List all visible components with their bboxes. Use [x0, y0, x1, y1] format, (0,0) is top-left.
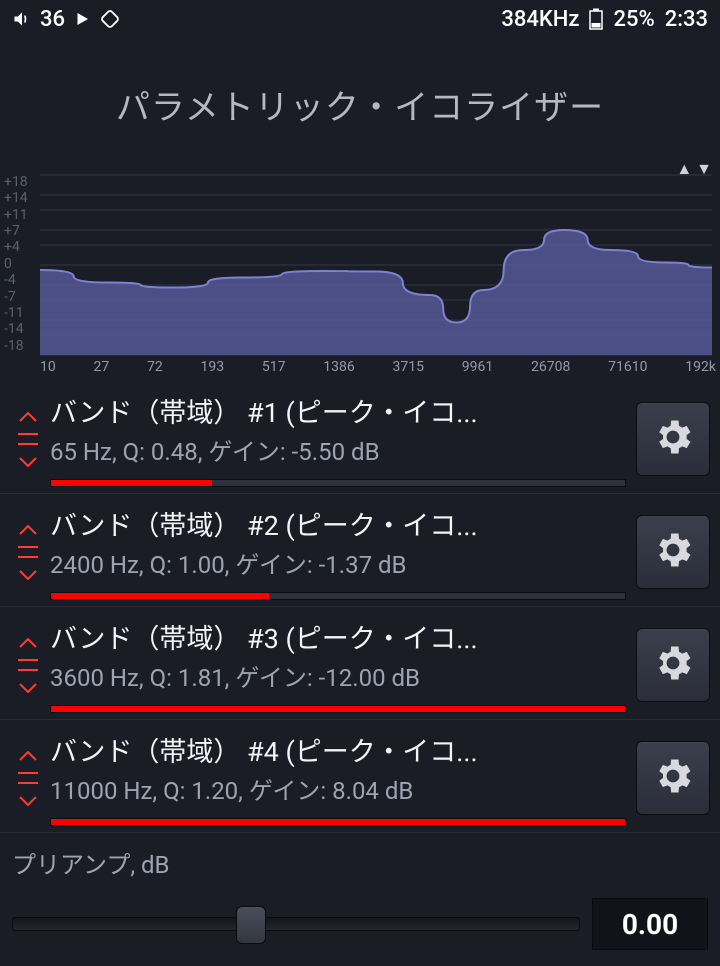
x-tick: 72: [147, 359, 163, 375]
y-axis-labels: +18+14+11+7+40-4-7-11-14-18: [4, 175, 28, 355]
band-main[interactable]: バンド（帯域） #3 (ピーク・イコ... 3600 Hz, Q: 1.81, …: [50, 617, 636, 713]
band-main[interactable]: バンド（帯域） #2 (ピーク・イコ... 2400 Hz, Q: 1.00, …: [50, 504, 636, 600]
preamp-slider-thumb[interactable]: [236, 906, 266, 944]
band-marker-icon: [18, 669, 38, 671]
band-marker-icon: [18, 556, 38, 558]
band-level-fill: [51, 819, 625, 825]
x-tick: 3715: [393, 359, 424, 375]
band-marker-icon: [18, 782, 38, 784]
gear-icon: [651, 754, 695, 802]
band-reorder: [6, 520, 50, 584]
band-move-down-icon[interactable]: [19, 791, 37, 810]
y-tick: +18: [4, 175, 28, 191]
preamp-slider[interactable]: [12, 917, 580, 931]
eq-chart[interactable]: ▲ ▼ +18+14+11+7+40-4-7-11-14-18 10 27 72 19…: [0, 157, 720, 377]
x-tick: 27: [94, 359, 110, 375]
x-tick: 192k: [685, 359, 716, 375]
x-tick: 26708: [531, 359, 570, 375]
band-title: バンド（帯域） #3 (ピーク・イコ...: [50, 617, 626, 656]
y-tick: +14: [4, 191, 28, 207]
x-tick: 9961: [462, 359, 493, 375]
x-tick: 71610: [608, 359, 647, 375]
band-row: バンド（帯域） #4 (ピーク・イコ... 11000 Hz, Q: 1.20,…: [0, 719, 720, 832]
eq-curve-svg: [0, 157, 720, 377]
band-level-bar[interactable]: [50, 705, 626, 713]
band-list: バンド（帯域） #1 (ピーク・イコ... 65 Hz, Q: 0.48, ゲイ…: [0, 381, 720, 832]
band-subtitle: 2400 Hz, Q: 1.00, ゲイン: -1.37 dB: [50, 545, 626, 580]
clock: 2:33: [665, 7, 708, 32]
band-marker-icon: [18, 433, 38, 435]
y-tick: -14: [4, 322, 28, 338]
chart-down-icon[interactable]: ▼: [696, 159, 712, 179]
band-move-up-icon[interactable]: [19, 407, 37, 426]
x-tick: 10: [40, 359, 56, 375]
band-move-up-icon[interactable]: [19, 633, 37, 652]
title-bar: パラメトリック・イコライザー: [0, 38, 720, 157]
gear-icon: [651, 415, 695, 463]
band-level-fill: [51, 593, 269, 599]
band-move-down-icon[interactable]: [19, 678, 37, 697]
band-settings-button[interactable]: [636, 741, 710, 815]
y-tick: +7: [4, 224, 28, 240]
band-move-up-icon[interactable]: [19, 520, 37, 539]
volume-icon: [12, 9, 32, 29]
band-level-bar[interactable]: [50, 479, 626, 487]
band-move-up-icon[interactable]: [19, 746, 37, 765]
band-reorder: [6, 633, 50, 697]
gear-icon: [651, 528, 695, 576]
band-title: バンド（帯域） #1 (ピーク・イコ...: [50, 391, 626, 430]
band-main[interactable]: バンド（帯域） #1 (ピーク・イコ... 65 Hz, Q: 0.48, ゲイ…: [50, 391, 636, 487]
x-tick: 517: [262, 359, 286, 375]
sample-rate: 384KHz: [501, 7, 579, 32]
band-row: バンド（帯域） #3 (ピーク・イコ... 3600 Hz, Q: 1.81, …: [0, 606, 720, 719]
band-subtitle: 11000 Hz, Q: 1.20, ゲイン: 8.04 dB: [50, 771, 626, 806]
y-tick: 0: [4, 257, 28, 273]
y-tick: -7: [4, 290, 28, 306]
chart-up-icon[interactable]: ▲: [676, 159, 692, 179]
band-title: バンド（帯域） #2 (ピーク・イコ...: [50, 504, 626, 543]
band-row: バンド（帯域） #2 (ピーク・イコ... 2400 Hz, Q: 1.00, …: [0, 493, 720, 606]
play-icon: [73, 10, 91, 28]
band-marker-icon: [18, 546, 38, 548]
band-settings-button[interactable]: [636, 515, 710, 589]
band-main[interactable]: バンド（帯域） #4 (ピーク・イコ... 11000 Hz, Q: 1.20,…: [50, 730, 636, 826]
band-move-down-icon[interactable]: [19, 565, 37, 584]
y-tick: -18: [4, 339, 28, 355]
band-reorder: [6, 407, 50, 471]
band-level-bar[interactable]: [50, 818, 626, 826]
y-tick: -11: [4, 306, 28, 322]
battery-icon: [589, 8, 603, 30]
band-move-down-icon[interactable]: [19, 452, 37, 471]
band-settings-button[interactable]: [636, 628, 710, 702]
band-settings-button[interactable]: [636, 402, 710, 476]
battery-pct: 25%: [613, 7, 654, 32]
band-title: バンド（帯域） #4 (ピーク・イコ...: [50, 730, 626, 769]
preamp-section: プリアンプ, dB 0.00: [0, 833, 720, 950]
x-tick: 1386: [323, 359, 354, 375]
preamp-value: 0.00: [592, 898, 708, 950]
y-tick: +4: [4, 240, 28, 256]
band-row: バンド（帯域） #1 (ピーク・イコ... 65 Hz, Q: 0.48, ゲイ…: [0, 381, 720, 493]
band-level-fill: [51, 706, 625, 712]
preamp-label: プリアンプ, dB: [12, 845, 708, 880]
x-tick: 193: [201, 359, 225, 375]
band-level-fill: [51, 480, 212, 486]
band-subtitle: 65 Hz, Q: 0.48, ゲイン: -5.50 dB: [50, 432, 626, 467]
x-axis-labels: 10 27 72 193 517 1386 3715 9961 26708 71610 192k: [40, 359, 716, 375]
page-title: パラメトリック・イコライザー: [0, 80, 720, 129]
band-reorder: [6, 746, 50, 810]
rotate-lock-icon: [99, 8, 121, 30]
volume-level: 36: [40, 7, 65, 32]
gear-icon: [651, 641, 695, 689]
y-tick: -4: [4, 273, 28, 289]
band-level-bar[interactable]: [50, 592, 626, 600]
band-marker-icon: [18, 659, 38, 661]
band-marker-icon: [18, 772, 38, 774]
y-tick: +11: [4, 208, 28, 224]
band-marker-icon: [18, 443, 38, 445]
band-subtitle: 3600 Hz, Q: 1.81, ゲイン: -12.00 dB: [50, 658, 626, 693]
status-bar: 36 384KHz 25% 2:33: [0, 0, 720, 38]
